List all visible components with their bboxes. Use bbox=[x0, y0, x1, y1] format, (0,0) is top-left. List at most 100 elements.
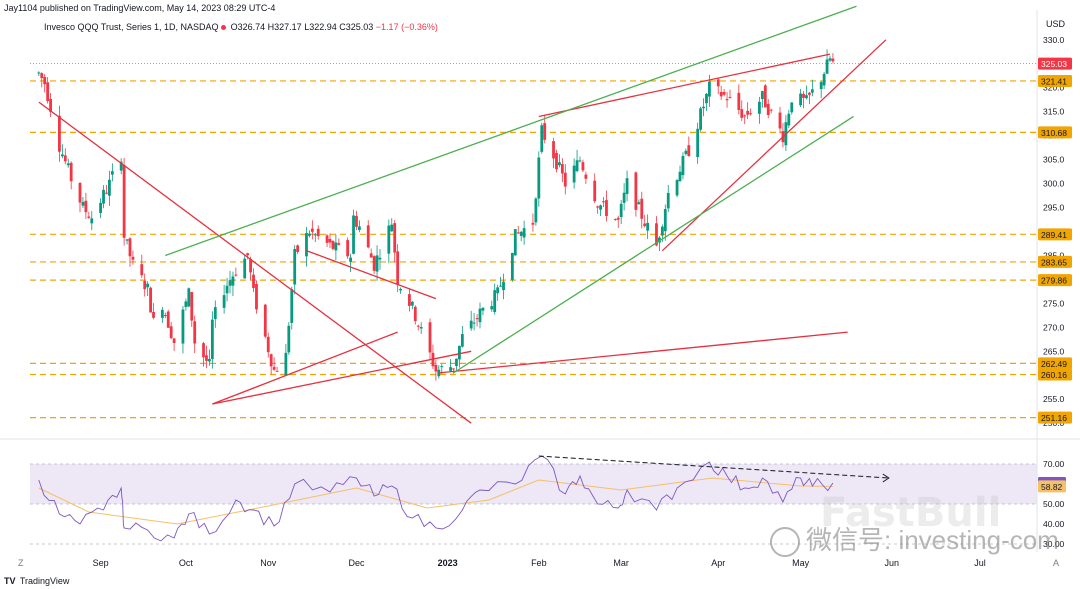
candle-body bbox=[58, 115, 61, 152]
price-badge bbox=[1038, 357, 1072, 370]
candle-body bbox=[81, 202, 85, 206]
candle-body bbox=[205, 355, 208, 361]
candle-body bbox=[634, 172, 638, 210]
candle-body bbox=[502, 281, 505, 291]
candle-body bbox=[255, 283, 258, 310]
trendline bbox=[438, 331, 848, 374]
price-badge-label: 262.49 bbox=[1041, 359, 1067, 369]
price-badge-label: 260.16 bbox=[1041, 370, 1067, 380]
candle-body bbox=[540, 125, 544, 152]
candle-body bbox=[531, 222, 535, 225]
candle-body bbox=[140, 264, 144, 276]
candle-body bbox=[49, 98, 52, 112]
candle-body bbox=[599, 205, 602, 210]
candle-body bbox=[778, 112, 782, 129]
candle-body bbox=[46, 82, 50, 101]
candle-body bbox=[128, 238, 132, 257]
candle-body bbox=[616, 217, 620, 220]
candle-body bbox=[222, 295, 226, 308]
candle-body bbox=[699, 108, 702, 130]
symbol-legend: Invesco QQQ Trust, Series 1, 1D, NASDAQ … bbox=[44, 22, 438, 32]
candle-body bbox=[805, 95, 808, 99]
candle-body bbox=[266, 336, 270, 353]
candle-body bbox=[825, 59, 829, 74]
candle-body bbox=[749, 113, 752, 115]
trendline bbox=[38, 101, 472, 424]
candle-body bbox=[369, 253, 373, 258]
rsi-badge bbox=[1038, 480, 1066, 493]
candle-body bbox=[66, 163, 70, 166]
rsi-tick-label: 70.00 bbox=[1043, 459, 1065, 469]
price-badge-label: 251.16 bbox=[1041, 413, 1067, 423]
candle-body bbox=[510, 252, 514, 280]
candle-body bbox=[578, 160, 582, 162]
candle-body bbox=[678, 171, 682, 182]
wechat-icon bbox=[770, 527, 800, 558]
candle-body bbox=[722, 92, 726, 95]
trendline bbox=[165, 5, 857, 257]
arrow-head-icon bbox=[882, 473, 890, 483]
candle-body bbox=[396, 251, 400, 285]
zoom-button[interactable]: Z bbox=[18, 558, 24, 568]
candle-body bbox=[605, 200, 608, 217]
x-tick-label: Nov bbox=[260, 558, 277, 568]
candle-body bbox=[472, 322, 476, 324]
candle-body bbox=[305, 233, 308, 257]
candle-body bbox=[169, 326, 173, 339]
watermark-overlay: FastBull bbox=[820, 490, 1002, 536]
candle-body bbox=[802, 93, 805, 98]
candle-body bbox=[110, 171, 114, 175]
candle-body bbox=[746, 110, 750, 115]
candle-body bbox=[799, 93, 802, 106]
candle-body bbox=[243, 258, 247, 279]
candle-body bbox=[331, 241, 335, 249]
candle-body bbox=[152, 311, 155, 318]
x-tick-label: Mar bbox=[613, 558, 629, 568]
candle-body bbox=[208, 358, 211, 362]
candle-body bbox=[552, 141, 555, 159]
candle-body bbox=[296, 245, 300, 252]
candle-body bbox=[534, 198, 538, 223]
trendline bbox=[661, 39, 887, 252]
price-badge bbox=[1038, 57, 1072, 70]
candle-body bbox=[560, 164, 564, 174]
auto-scale-button[interactable]: A bbox=[1053, 558, 1060, 568]
price-badge bbox=[1038, 74, 1072, 87]
y-tick-label: 275.0 bbox=[1043, 298, 1065, 308]
candle-body bbox=[490, 306, 494, 310]
candle-body bbox=[290, 289, 294, 323]
candle-body bbox=[387, 225, 391, 254]
candle-body bbox=[310, 228, 314, 232]
candle-body bbox=[225, 285, 229, 294]
watermark-text: 微信号: investing-com bbox=[806, 525, 1059, 555]
candle-body bbox=[513, 229, 517, 256]
y-tick-label: 295.0 bbox=[1043, 203, 1065, 213]
y-tick-label: 265.0 bbox=[1043, 346, 1065, 356]
candle-body bbox=[275, 370, 279, 372]
candle-body bbox=[213, 307, 217, 320]
candle-body bbox=[584, 174, 588, 179]
candle-body bbox=[349, 257, 352, 262]
legend-change: −1.17 (−0.36%) bbox=[375, 22, 438, 32]
rsi-badge-label: 58.82 bbox=[1041, 482, 1063, 492]
price-badge-label: 283.65 bbox=[1041, 257, 1067, 267]
candle-body bbox=[716, 79, 720, 87]
y-tick-label: 320.0 bbox=[1043, 83, 1065, 93]
candle-body bbox=[355, 215, 358, 227]
publish-header: Jay1104 published on TradingView.com, Ma… bbox=[4, 3, 276, 13]
candle-body bbox=[313, 234, 317, 236]
candle-body bbox=[766, 103, 770, 116]
candle-body bbox=[172, 338, 176, 343]
price-badge bbox=[1038, 368, 1072, 381]
candle-body bbox=[272, 366, 276, 370]
candle-body bbox=[469, 320, 473, 329]
candle-body bbox=[596, 206, 600, 208]
candle-body bbox=[413, 306, 417, 322]
candle-body bbox=[831, 58, 835, 62]
legend-low: L322.94 bbox=[304, 22, 337, 32]
candle-body bbox=[743, 115, 747, 117]
candle-body bbox=[810, 89, 814, 93]
candle-body bbox=[358, 226, 361, 230]
candle-body bbox=[166, 311, 170, 328]
